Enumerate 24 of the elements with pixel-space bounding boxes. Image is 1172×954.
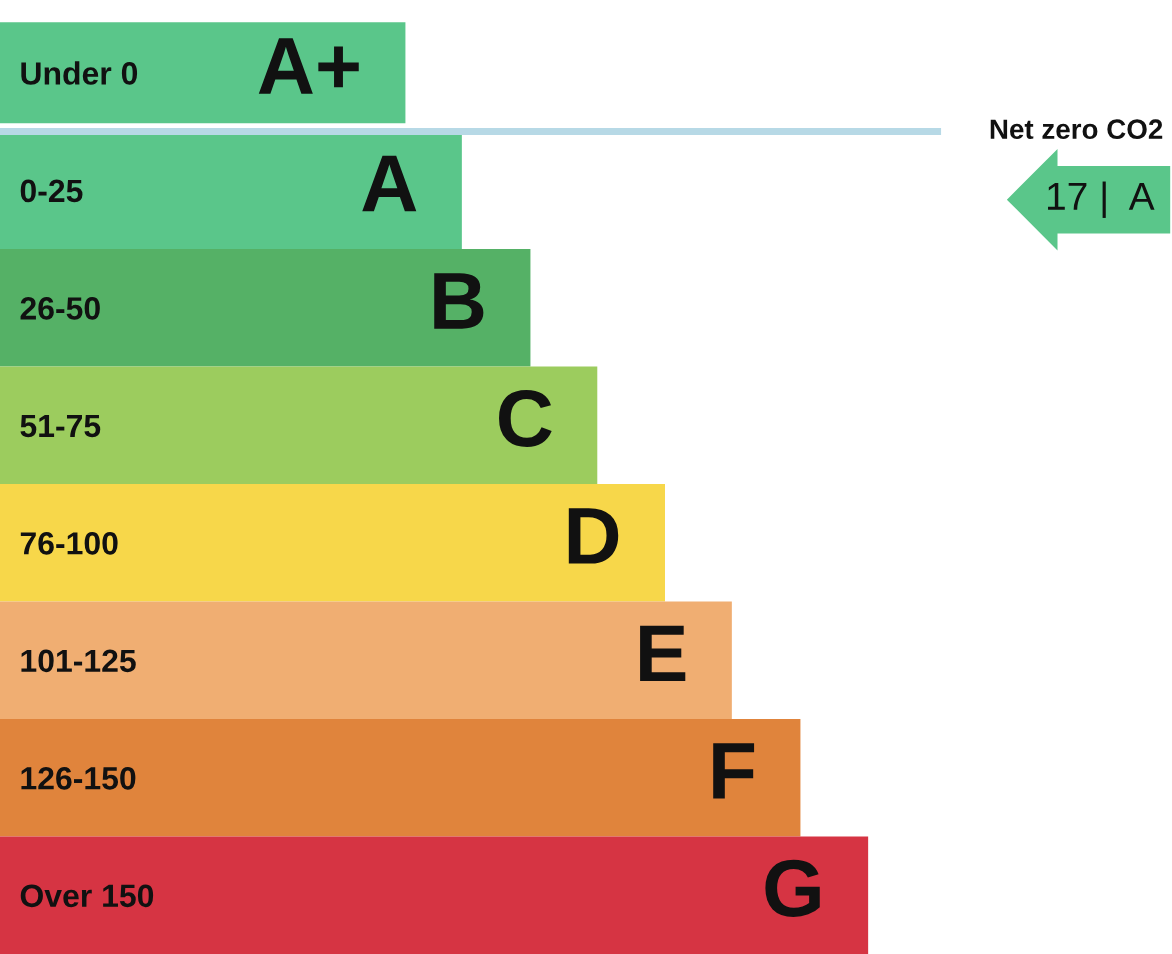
bar [0,249,531,367]
y-tick-label: 26-50 [20,297,100,320]
bar [0,719,801,837]
y-tick-label: 126-150 [21,767,136,790]
bar [0,601,732,720]
bar [0,836,869,954]
y-tick-label: Over 150 [20,884,154,908]
annotation: E [640,625,686,682]
y-tick-label: 51-75 [20,414,101,438]
y-tick-label: 76-100 [20,532,118,555]
annotation: B [434,273,484,329]
annotation: A+ [258,38,359,94]
y-tick-label: 101-125 [21,649,136,673]
annotation: F [713,743,755,799]
bar [0,484,665,602]
annotation: C [499,389,552,447]
annotation: D [568,508,619,564]
y-tick-label: 0-25 [20,179,83,203]
ref-line-label: Net zero CO2 [990,119,1163,140]
annotation: G [765,859,820,917]
bar [0,366,598,485]
text: 17 | A [1048,181,1155,218]
annotation: A [362,155,417,212]
y-tick-label: Under 0 [21,61,138,85]
